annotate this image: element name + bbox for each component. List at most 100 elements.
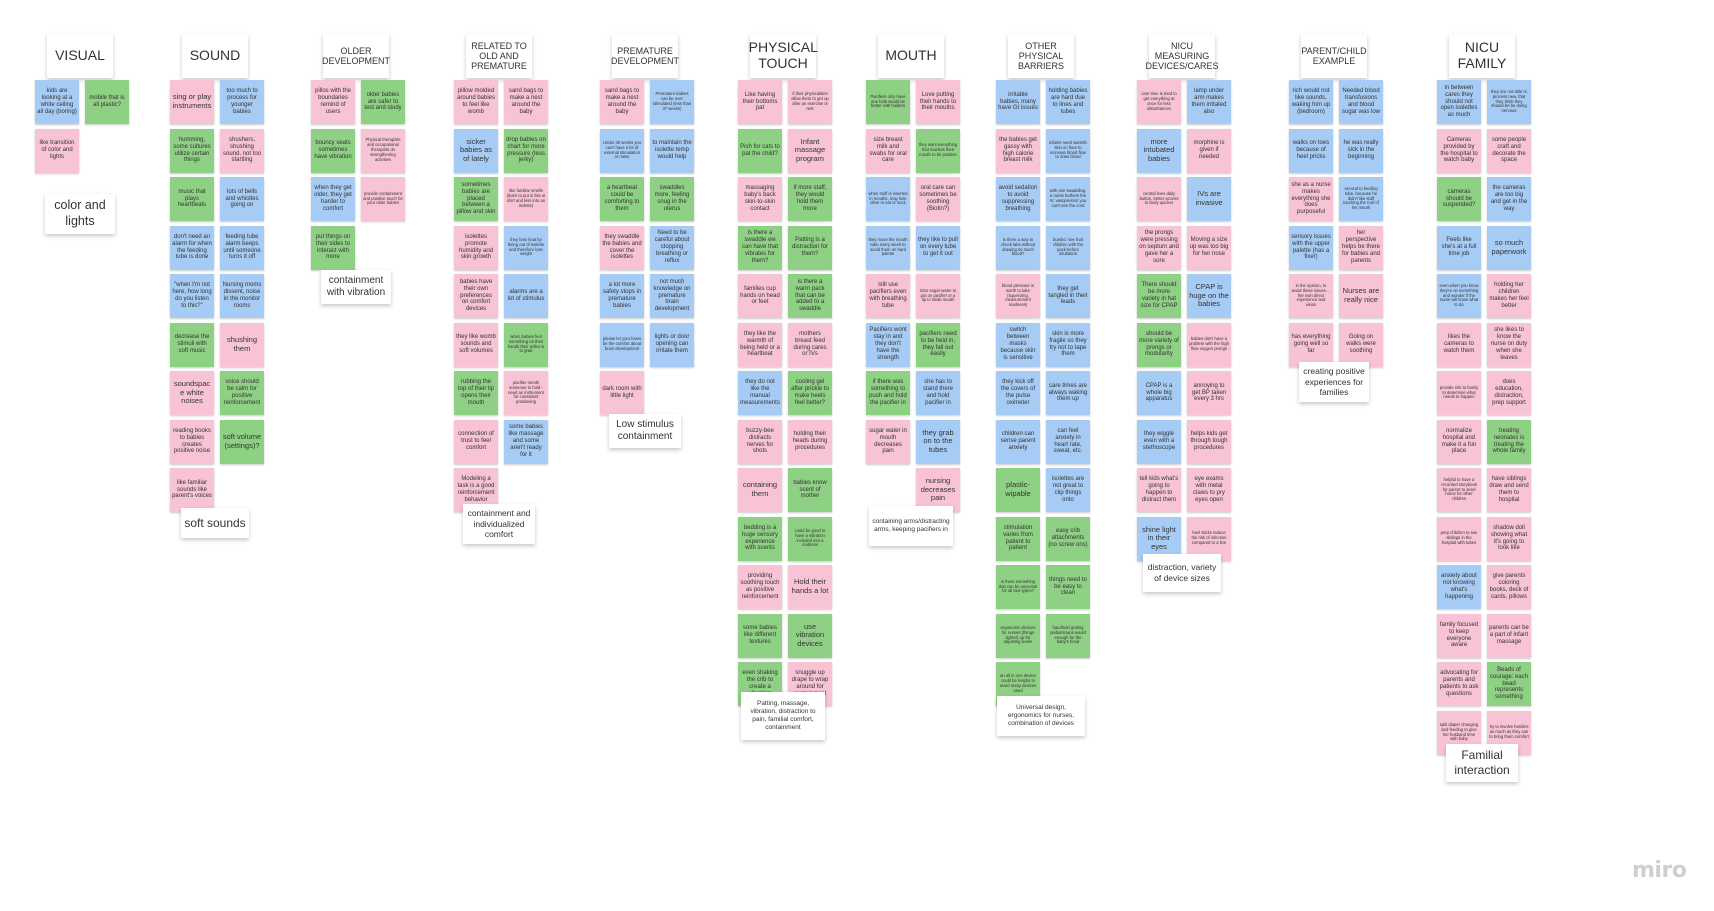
sticky-note[interactable]: cooling gel after prickle to make heels … xyxy=(788,371,832,415)
sticky-note[interactable]: she as a nurse makes everything she does… xyxy=(1289,177,1333,221)
sticky-note[interactable]: humming, some cultures utilize certain t… xyxy=(170,128,214,173)
sticky-note[interactable]: bumbo: see that children with the pack b… xyxy=(1046,225,1090,270)
sticky-note[interactable]: Physical therapists and occupational the… xyxy=(361,128,405,173)
sticky-note[interactable]: CPAP is huge on the babies xyxy=(1187,274,1231,318)
sticky-note[interactable]: when babies feel something on their hand… xyxy=(504,322,548,367)
sticky-note[interactable]: oral care can sometimes be soothing (Bio… xyxy=(916,177,960,221)
sticky-note[interactable]: Give sugar water to put on pacifier or a… xyxy=(916,274,960,318)
sticky-note[interactable]: "when I'm not here, how long do you list… xyxy=(170,274,214,318)
sticky-note[interactable]: even when you know they're on something … xyxy=(1437,274,1481,318)
sticky-note[interactable]: Nursing moms dissent, noise in the monit… xyxy=(220,274,264,318)
sticky-note[interactable]: normalize hospital and make it a fun pla… xyxy=(1437,419,1481,464)
sticky-note[interactable]: Like having their bottoms pat xyxy=(738,80,782,124)
sticky-note[interactable]: connection of trust to feel comfort xyxy=(454,419,498,464)
sticky-note[interactable]: Premature babies can be over stimulated … xyxy=(650,80,694,124)
sticky-note[interactable]: reading books to babies creates positive… xyxy=(170,419,214,464)
sticky-note[interactable]: Infant massage program xyxy=(788,128,832,173)
sticky-note[interactable]: helps kids get through tough procedures xyxy=(1187,419,1231,464)
sticky-note[interactable]: in the opinion, to avoid these issues ..… xyxy=(1289,274,1333,318)
sticky-note[interactable]: soft volume (settings)? xyxy=(220,419,264,464)
sticky-note[interactable]: sing or play instruments xyxy=(170,80,214,124)
sticky-note[interactable]: Nurses are really nice xyxy=(1339,274,1383,318)
sticky-note[interactable]: bedding is a huge sensory experience wit… xyxy=(738,516,782,561)
sticky-note[interactable]: rich would not like sounds, waking him u… xyxy=(1289,80,1333,124)
sticky-note[interactable]: could be good to have a vibration includ… xyxy=(788,516,832,561)
column-header-related-to-old-and-premature[interactable]: RELATED TO OLD AND PREMATURE xyxy=(466,34,532,78)
sticky-note[interactable]: shine light in their eyes xyxy=(1137,516,1181,561)
sticky-note[interactable]: tell kids what's going to happen to dist… xyxy=(1137,468,1181,512)
sticky-note[interactable]: like transition of color and lights xyxy=(35,128,79,173)
sticky-note[interactable]: ergonomic devices for nurses (things lig… xyxy=(996,613,1040,658)
sticky-note[interactable]: they get tangled in their leads xyxy=(1046,274,1090,318)
sticky-note[interactable]: babies know scent of mother xyxy=(788,468,832,512)
sticky-note[interactable]: Hold their hands a lot xyxy=(788,565,832,609)
sticky-note[interactable]: sand bags to make a nest around the baby xyxy=(504,80,548,124)
summary-card-nicu-measuring-devices-cares[interactable]: distraction, variety of device sizes xyxy=(1143,554,1221,592)
sticky-note[interactable]: not much knowledge on premature brain de… xyxy=(650,274,694,318)
sticky-note[interactable]: has everything going well so far xyxy=(1289,322,1333,367)
sticky-note[interactable]: Need to be careful about stopping breath… xyxy=(650,225,694,270)
sticky-note[interactable]: lights or door opening can irritate them xyxy=(650,322,694,367)
sticky-note[interactable]: mobile that is all plastic? xyxy=(85,80,129,124)
sticky-note[interactable]: anxiety about not knowing what's happeni… xyxy=(1437,565,1481,609)
sticky-note[interactable]: babies have their own preferences on com… xyxy=(454,274,498,318)
sticky-note[interactable]: shushing them xyxy=(220,322,264,367)
sticky-note[interactable]: avoid sedation to avoid suppressing brea… xyxy=(996,177,1040,221)
sticky-note[interactable]: Pacifiers wont stay in and they don't ha… xyxy=(866,322,910,367)
summary-card-visual[interactable]: color and lights xyxy=(45,194,115,234)
sticky-note[interactable]: bouncy seats sometimes have vibration xyxy=(311,128,355,173)
sticky-note[interactable]: they swaddle the babies and cover the is… xyxy=(600,225,644,270)
column-header-physical-touch[interactable]: PHYSICAL TOUCH xyxy=(749,34,818,78)
sticky-note[interactable]: mothers breast feed during cares or IVs xyxy=(788,322,832,367)
sticky-note[interactable]: Patting is a distraction for them? xyxy=(788,225,832,270)
sticky-note[interactable]: feeding tube alarm beeps until someone t… xyxy=(220,225,264,270)
sticky-note[interactable]: too much to process for younger babies xyxy=(220,80,264,124)
sticky-note[interactable]: does education, distraction, prep suppor… xyxy=(1487,371,1531,415)
sticky-note[interactable]: older babies are safer to test and study xyxy=(361,80,405,124)
sticky-note[interactable]: easy crib attachments (no screw ons) xyxy=(1046,516,1090,561)
sticky-note[interactable]: she has to stand there and hold pacifier… xyxy=(916,371,960,415)
sticky-note[interactable]: containing them xyxy=(738,468,782,512)
sticky-note[interactable]: Pacifiers only have one hole would be be… xyxy=(866,80,910,124)
sticky-note[interactable]: nursing decreases pain xyxy=(916,468,960,512)
sticky-note[interactable]: holding babies are hard due to lines and… xyxy=(1046,80,1090,124)
sticky-note[interactable]: so much paperwork xyxy=(1487,225,1531,270)
sticky-note[interactable]: a lot more safety stops in premature bab… xyxy=(600,274,644,318)
sticky-note[interactable]: holding their heads during procedures xyxy=(788,419,832,464)
column-header-mouth[interactable]: MOUTH xyxy=(878,34,944,78)
sticky-note[interactable]: more intubated babies xyxy=(1137,128,1181,173)
sticky-note[interactable]: he was really sick in the beginning xyxy=(1339,128,1383,173)
sticky-note[interactable]: things need to be easy to clean xyxy=(1046,565,1090,609)
sticky-note[interactable]: isolettes promote humidity and skin grow… xyxy=(454,225,498,270)
sticky-note[interactable]: annoying to get BP taken every 3 hrs xyxy=(1187,371,1231,415)
sticky-note[interactable]: in between cares they should not open is… xyxy=(1437,80,1481,124)
sticky-note[interactable]: they grab on to the tubes xyxy=(916,419,960,464)
sticky-note[interactable]: to maintain the isolette temp would help xyxy=(650,128,694,173)
sticky-note[interactable]: dark room with little light xyxy=(600,371,644,415)
column-header-visual[interactable]: VISUAL xyxy=(47,34,113,78)
sticky-note[interactable]: Cameras provided by the hospital to watc… xyxy=(1437,128,1481,173)
sticky-note[interactable]: morphine is given if needed xyxy=(1187,128,1231,173)
sticky-note[interactable]: they move the mouth tube every week to a… xyxy=(866,225,910,270)
column-header-older-development[interactable]: OLDER DEVELOPMENT xyxy=(322,34,390,78)
column-header-nicu-family[interactable]: NICU FAMILY xyxy=(1449,34,1515,78)
sticky-note[interactable]: Beads of courage: each bead represents s… xyxy=(1487,662,1531,706)
sticky-note[interactable]: they are not able to process new, that t… xyxy=(1487,80,1531,124)
sticky-note[interactable]: if their physicalities allow them to get… xyxy=(788,80,832,124)
sticky-note[interactable]: music that plays heartbeats xyxy=(170,177,214,221)
sticky-note[interactable]: provide info to family to determine what… xyxy=(1437,371,1481,415)
sticky-note[interactable]: use vibration devices xyxy=(788,613,832,658)
sticky-note[interactable]: the cameras are too big and get in the w… xyxy=(1487,177,1531,221)
sticky-note[interactable]: parents can be a part of infant massage xyxy=(1487,613,1531,658)
summary-card-related-to-old-and-premature[interactable]: containment and individualized comfort xyxy=(463,504,535,544)
sticky-note[interactable]: treating neonates is treating the whole … xyxy=(1487,419,1531,464)
sticky-note[interactable]: is there a way to check labs without dra… xyxy=(996,225,1040,270)
sticky-note[interactable]: buzzy-bee distracts nerves for shots xyxy=(738,419,782,464)
column-header-sound[interactable]: SOUND xyxy=(182,34,248,78)
sticky-note[interactable]: like familiar smells (learn to put in br… xyxy=(504,177,548,221)
sticky-note[interactable]: some babies like massage and some aren't… xyxy=(504,419,548,464)
sticky-note[interactable]: providing soothing touch as positive rei… xyxy=(738,565,782,609)
sticky-note[interactable]: cameras should be suspended? xyxy=(1437,177,1481,221)
sticky-note[interactable]: they want everything that touches their … xyxy=(916,128,960,173)
sticky-note[interactable]: family focused to keep everyone aware xyxy=(1437,613,1481,658)
